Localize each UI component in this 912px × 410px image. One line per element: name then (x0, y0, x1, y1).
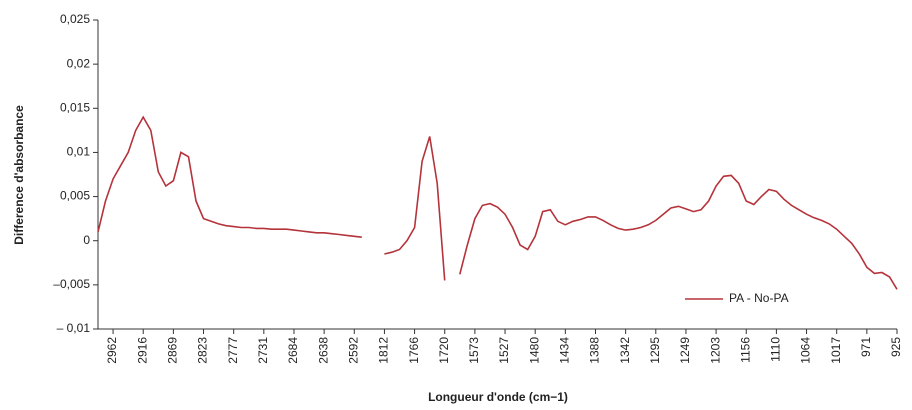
x-axis-label: Longueur d'onde (cm−1) (428, 390, 568, 404)
x-tick-label: 1110 (769, 337, 783, 362)
x-tick-label: 1480 (527, 337, 541, 364)
x-tick-label: 1388 (588, 337, 602, 364)
x-tick-label: 1434 (558, 337, 572, 364)
x-tick-label: 2823 (196, 337, 210, 364)
x-tick-label: 1342 (618, 337, 632, 364)
x-tick-label: 1203 (708, 337, 722, 364)
x-tick-label: 2731 (256, 337, 270, 364)
y-tick-label: 0 (83, 233, 90, 247)
x-tick-label: 2777 (226, 337, 240, 364)
x-tick-label: 1295 (648, 337, 662, 364)
y-tick-label: 0,005 (60, 189, 90, 203)
x-tick-label: 1017 (829, 337, 843, 364)
y-tick-label: 0,02 (67, 56, 91, 70)
x-tick-label: 1249 (678, 337, 692, 364)
y-tick-label: 0,015 (60, 100, 90, 114)
x-tick-label: 925 (889, 337, 903, 357)
x-tick-label: 2592 (346, 337, 360, 364)
x-tick-label: 2916 (135, 337, 149, 364)
data-line (97, 115, 898, 290)
legend-label: PA - No-PA (729, 291, 789, 305)
x-tick-label: 971 (859, 337, 873, 357)
x-tick-label: 1527 (497, 337, 511, 364)
y-tick-label: – 0,01 (57, 321, 91, 335)
y-tick-label: 0,01 (67, 145, 91, 159)
y-tick-label: 0,025 (60, 12, 90, 26)
x-tick-label: 2684 (286, 337, 300, 364)
x-tick-label: 1573 (467, 337, 481, 364)
y-tick-label: –0,005 (53, 277, 90, 291)
x-tick-label: 2638 (316, 337, 330, 364)
x-tick-label: 1156 (738, 337, 752, 363)
y-axis-label: Difference d'absorbance (12, 105, 26, 245)
x-tick-label: 1766 (407, 337, 421, 364)
x-tick-label: 1720 (437, 337, 451, 364)
x-tick-label: 2962 (105, 337, 119, 364)
x-tick-label: 2869 (166, 337, 180, 364)
x-tick-label: 1064 (799, 337, 813, 364)
x-tick-label: 1812 (377, 337, 391, 364)
